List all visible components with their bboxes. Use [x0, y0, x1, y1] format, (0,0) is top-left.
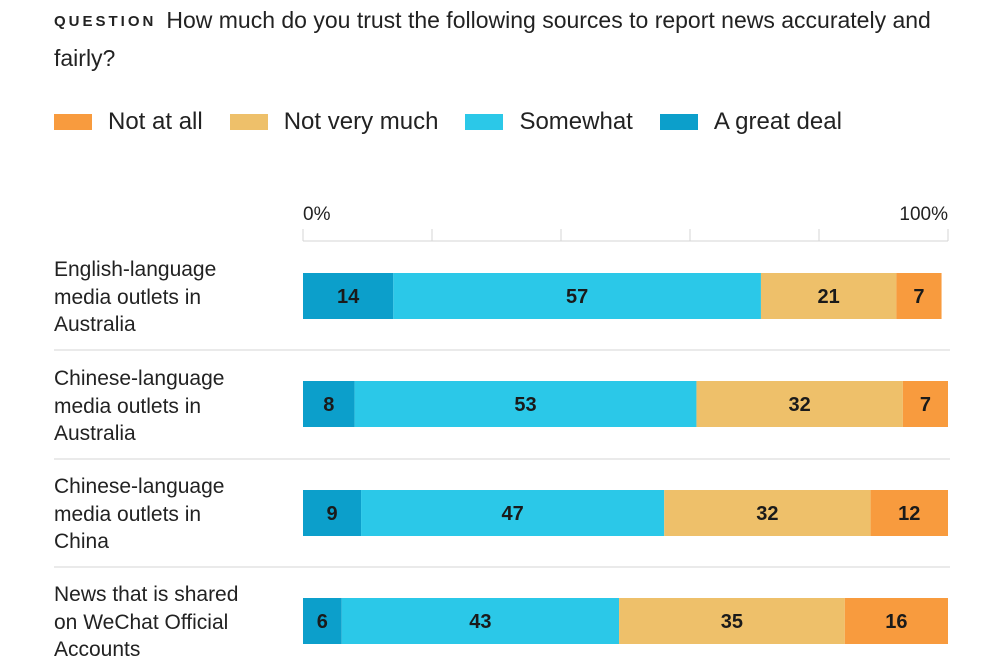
data-label-somewhat: 47 [502, 503, 524, 525]
bar-segment-not-very-much [696, 381, 903, 427]
bar-segment-somewhat [393, 273, 761, 319]
category-line: News that is shared [54, 583, 239, 606]
bar-segment-not-very-much [664, 490, 871, 536]
bar-segment-not-very-much [760, 273, 897, 319]
data-label-somewhat: 43 [469, 611, 491, 633]
bar-segment-not-very-much [619, 598, 845, 644]
legend: Not at all Not very much Somewhat A grea… [54, 108, 869, 136]
category-line: Accounts [54, 638, 141, 661]
bar-segment-a-great-deal [303, 273, 394, 319]
legend-swatch-not-at-all [54, 114, 92, 130]
category-line: China [54, 530, 109, 553]
legend-item-not-at-all: Not at all [54, 108, 203, 136]
category-line: media outlets in [54, 502, 202, 526]
legend-label-not-very-much: Not very much [283, 108, 439, 135]
data-label-a-great-deal: 6 [317, 611, 328, 633]
tick-label-100: 100% [899, 204, 948, 225]
data-label-not-very-much: 32 [756, 503, 778, 525]
legend-swatch-not-very-much [229, 114, 268, 130]
category-label-chinese-china: Chinese-language media outlets in China [54, 473, 264, 556]
data-label-not-very-much: 21 [818, 286, 840, 308]
legend-item-not-very-much: Not very much [229, 108, 439, 136]
category-line: on WeChat Official [54, 610, 229, 634]
legend-item-a-great-deal: A great deal [659, 108, 842, 136]
category-line: Chinese-language [54, 367, 225, 390]
data-label-not-very-much: 35 [721, 611, 743, 633]
data-label-a-great-deal: 8 [323, 394, 334, 416]
category-line: English-language [54, 258, 217, 281]
bar-segment-not-at-all [844, 598, 948, 644]
question: QUESTION How much do you trust the follow… [54, 2, 954, 77]
category-line: Chinese-language [54, 475, 225, 498]
data-label-not-at-all: 16 [885, 611, 907, 633]
data-label-not-at-all: 12 [898, 503, 920, 525]
bar-segment-not-at-all [870, 490, 948, 536]
bar-segment-somewhat [361, 490, 665, 536]
category-line: Australia [54, 313, 136, 336]
data-label-a-great-deal: 14 [337, 286, 360, 308]
category-line: media outlets in [54, 394, 202, 418]
tick-label-0: 0% [303, 204, 331, 225]
data-label-somewhat: 57 [566, 286, 588, 308]
data-label-not-very-much: 32 [789, 394, 811, 416]
category-label-english-australia: English-language media outlets in Austra… [54, 256, 264, 339]
category-line: Australia [54, 422, 136, 445]
bar-segment-a-great-deal [303, 490, 362, 536]
bar-segment-not-at-all [902, 381, 948, 427]
data-label-somewhat: 53 [514, 394, 536, 416]
legend-swatch-somewhat [465, 114, 504, 130]
legend-swatch-a-great-deal [659, 114, 698, 130]
bar-segment-a-great-deal [303, 381, 355, 427]
legend-label-not-at-all: Not at all [108, 108, 203, 135]
legend-label-somewhat: Somewhat [519, 108, 633, 135]
legend-label-a-great-deal: A great deal [713, 108, 842, 135]
bar-segment-somewhat [354, 381, 697, 427]
category-line: media outlets in [54, 285, 202, 309]
data-label-not-at-all: 7 [920, 394, 931, 416]
category-label-wechat: News that is shared on WeChat Official A… [54, 581, 264, 664]
question-text: How much do you trust the following sour… [54, 7, 931, 71]
data-label-not-at-all: 7 [913, 286, 924, 308]
data-label-a-great-deal: 9 [326, 503, 337, 525]
bar-segment-a-great-deal [303, 598, 342, 644]
question-label: QUESTION [54, 13, 157, 30]
bar-segment-not-at-all [896, 273, 942, 319]
category-label-chinese-australia: Chinese-language media outlets in Austra… [54, 365, 264, 448]
bar-segment-somewhat [341, 598, 620, 644]
legend-item-somewhat: Somewhat [465, 108, 633, 136]
